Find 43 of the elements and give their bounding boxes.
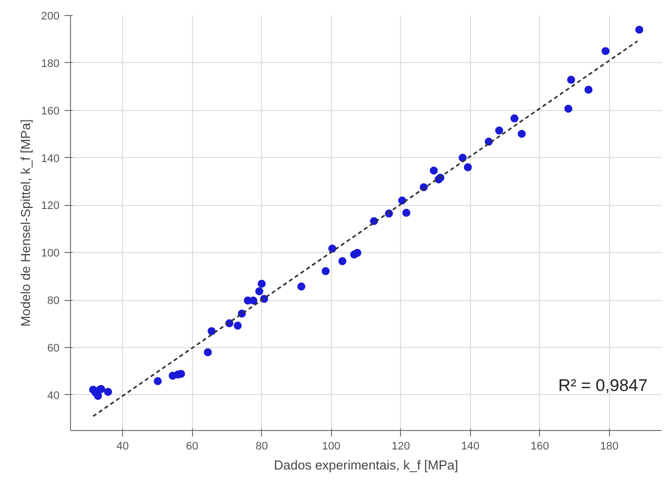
- x-tick-label: 80: [256, 440, 268, 452]
- point: [322, 267, 330, 276]
- y-tick-label: 200: [41, 10, 60, 22]
- x-tick-label: 120: [392, 440, 410, 452]
- point: [255, 287, 264, 296]
- point: [338, 257, 346, 266]
- y-tick-label: 80: [47, 295, 60, 308]
- point: [495, 126, 504, 135]
- y-tick-label: 180: [41, 58, 60, 70]
- point: [258, 280, 266, 288]
- point: [564, 104, 572, 113]
- point: [510, 114, 518, 122]
- y-tick-label: 40: [47, 390, 60, 402]
- point: [154, 377, 162, 386]
- y-tick-label: 140: [41, 152, 60, 165]
- y-tick-label: 160: [41, 105, 60, 118]
- point: [208, 327, 216, 336]
- x-tick-label: 100: [322, 440, 340, 452]
- point: [518, 130, 526, 138]
- x-tick-label: 140: [461, 440, 480, 452]
- y-tick-label: 60: [47, 342, 60, 354]
- point: [234, 322, 242, 330]
- point: [104, 388, 112, 396]
- x-tick-label: 40: [116, 440, 129, 452]
- x-tick-label: 180: [600, 440, 619, 452]
- y-tick-label: 100: [41, 248, 60, 260]
- point: [402, 208, 410, 217]
- point: [635, 26, 644, 34]
- x-tick-label: 60: [186, 440, 198, 452]
- x-tick-label: 160: [530, 440, 550, 452]
- point: [353, 248, 362, 257]
- point: [297, 282, 306, 291]
- point: [584, 86, 592, 94]
- point: [204, 348, 212, 356]
- point: [398, 196, 406, 204]
- x-axis-title: Dados experimentais, k_f [MPa]: [274, 458, 458, 472]
- y-tick-label: 120: [41, 200, 60, 212]
- point: [567, 76, 576, 84]
- y-axis-title: Modelo de Hensel-Spittel, k_f [MPa]: [18, 119, 34, 327]
- point: [602, 47, 610, 56]
- point: [464, 163, 472, 172]
- annotation: R² = 0,9847: [558, 376, 648, 395]
- point: [430, 166, 438, 175]
